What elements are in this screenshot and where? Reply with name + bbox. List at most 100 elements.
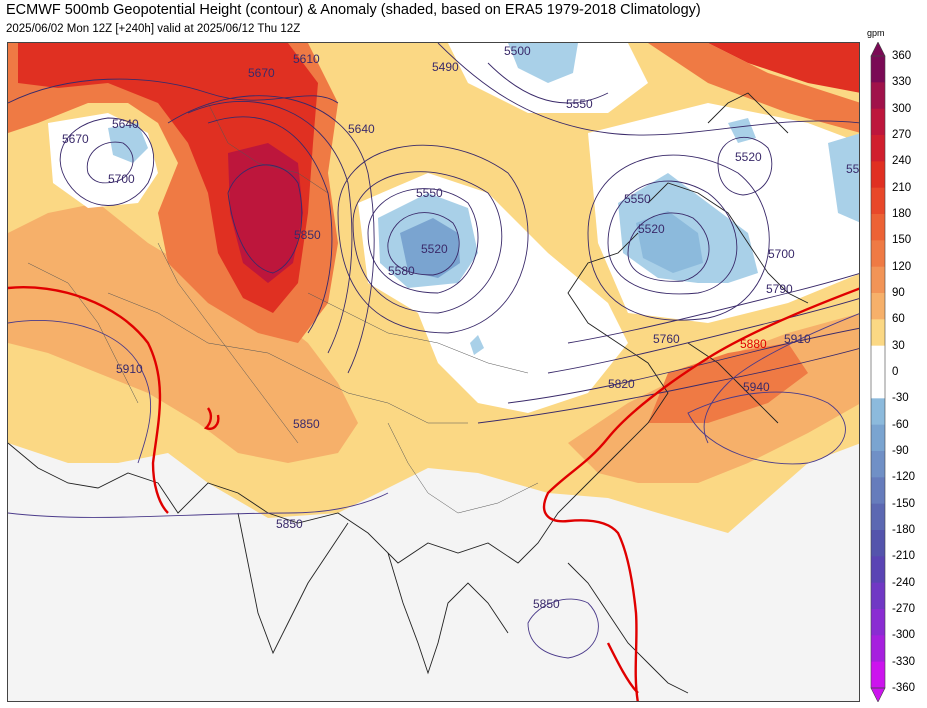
colorbar-segment bbox=[871, 108, 885, 136]
colorbar-segment bbox=[871, 372, 885, 399]
contour-label: 5580 bbox=[388, 264, 415, 278]
colorbar-segment bbox=[871, 530, 885, 557]
anomaly-region-negative-small bbox=[470, 335, 484, 355]
anomaly-region-negative-center-core bbox=[400, 218, 460, 278]
colorbar-segment bbox=[871, 582, 885, 610]
contour-label: 5550 bbox=[566, 97, 593, 111]
colorbar-tick-label: 0 bbox=[892, 366, 899, 378]
colorbar-segment bbox=[871, 635, 885, 663]
contour-label: 5520 bbox=[421, 242, 448, 256]
contour-label: 5910 bbox=[784, 332, 811, 346]
anomaly-region-negative-east-core bbox=[636, 211, 703, 273]
colorbar-tick-label: -210 bbox=[892, 550, 916, 563]
colorbar-tick-label: 180 bbox=[892, 208, 912, 220]
colorbar-tick-label: 60 bbox=[892, 313, 905, 326]
contour-label-5880: 5880 bbox=[740, 337, 767, 351]
contour-label: 5700 bbox=[768, 247, 795, 261]
colorbar-tick-label: -90 bbox=[892, 445, 909, 457]
colorbar bbox=[870, 42, 886, 702]
colorbar-tick-label: -120 bbox=[892, 471, 916, 484]
colorbar-segment bbox=[871, 503, 885, 531]
height-contours bbox=[8, 43, 859, 424]
contour-label: 5520 bbox=[735, 150, 762, 164]
colorbar-tick-label: -360 bbox=[892, 682, 916, 694]
colorbar-tick-label: 30 bbox=[892, 339, 905, 352]
contour-label: 5850 bbox=[293, 417, 320, 431]
anomaly-region-negative-nw bbox=[108, 123, 148, 163]
contour-label: 5700 bbox=[108, 172, 135, 186]
colorbar-tick-label: -330 bbox=[892, 655, 916, 668]
contour-label: 5850 bbox=[533, 597, 560, 611]
colorbar-segment bbox=[871, 135, 885, 162]
colorbar-extend-min bbox=[870, 687, 886, 702]
colorbar-segment bbox=[871, 214, 885, 241]
colorbar-tick-label: -270 bbox=[892, 603, 916, 615]
chart-title: ECMWF 500mb Geopotential Height (contour… bbox=[6, 2, 701, 18]
contour-label: 5820 bbox=[608, 377, 635, 391]
colorbar-segment bbox=[871, 477, 885, 505]
chart-subtitle: 2025/06/02 Mon 12Z [+240h] valid at 2025… bbox=[6, 23, 301, 35]
contour-label: 5580 bbox=[846, 162, 860, 176]
anomaly-region-ne-light bbox=[648, 43, 859, 133]
contour-labels: 5670 5610 5640 5670 5640 5700 5850 5550 … bbox=[62, 44, 860, 611]
colorbar-tick-label: -30 bbox=[892, 392, 909, 405]
contour-label: 5670 bbox=[248, 66, 275, 80]
contour-label: 5550 bbox=[416, 186, 443, 200]
colorbar-extend-max bbox=[870, 42, 886, 57]
contour-label: 5610 bbox=[293, 52, 320, 66]
colorbar-tick-label: 210 bbox=[892, 181, 912, 194]
anomaly-region-negative-island bbox=[728, 118, 756, 143]
contour-label: 5850 bbox=[276, 517, 303, 531]
contour-label: 5850 bbox=[294, 228, 321, 242]
contour-label: 5790 bbox=[766, 282, 793, 296]
contour-label: 5550 bbox=[624, 192, 651, 206]
colorbar-tick-label: -180 bbox=[892, 524, 916, 536]
colorbar-segment bbox=[871, 345, 885, 373]
colorbar-tick-label: -60 bbox=[892, 418, 909, 431]
contour-label: 5500 bbox=[504, 44, 531, 58]
country-borders bbox=[27, 102, 539, 514]
colorbar-tick-label: -240 bbox=[892, 576, 916, 589]
colorbar-segment bbox=[871, 661, 885, 689]
colorbar-segment bbox=[871, 609, 885, 636]
colorbar-segment bbox=[871, 319, 885, 347]
colorbar-tick-label: 90 bbox=[892, 287, 905, 299]
map-svg: 5670 5610 5640 5670 5640 5700 5850 5550 … bbox=[8, 43, 860, 701]
colorbar-tick-label: 360 bbox=[892, 50, 912, 62]
anomaly-region-300 bbox=[228, 143, 303, 283]
contour-label: 5520 bbox=[638, 222, 665, 236]
contour-label: 5760 bbox=[653, 332, 680, 346]
anomaly-region-negative-far-east bbox=[828, 133, 859, 223]
colorbar-segment bbox=[871, 451, 885, 478]
colorbar-segment bbox=[871, 56, 885, 83]
contour-label: 5640 bbox=[348, 122, 375, 136]
colorbar-tick-label: 120 bbox=[892, 260, 912, 273]
anomaly-region-90 bbox=[8, 203, 859, 483]
colorbar-segment bbox=[871, 556, 885, 584]
colorbar-segment bbox=[871, 424, 885, 452]
contour-label: 5940 bbox=[743, 380, 770, 394]
contour-5880 bbox=[8, 286, 859, 701]
contour-label: 5640 bbox=[112, 117, 139, 131]
colorbar-frame bbox=[870, 55, 886, 689]
map-panel[interactable]: 5670 5610 5640 5670 5640 5700 5850 5550 … bbox=[7, 42, 860, 702]
colorbar-segment bbox=[871, 240, 885, 268]
anomaly-region-ne bbox=[708, 43, 859, 93]
contour-label: 5670 bbox=[62, 132, 89, 146]
colorbar-tick-label: 270 bbox=[892, 129, 912, 141]
anomaly-region-negative-north bbox=[508, 43, 578, 83]
contour-label: 5910 bbox=[116, 362, 143, 376]
contour-5850 bbox=[8, 391, 846, 659]
contour-label: 5490 bbox=[432, 60, 459, 74]
colorbar-tick-label: 300 bbox=[892, 102, 912, 115]
colorbar-segment bbox=[871, 187, 885, 215]
colorbar-segment bbox=[871, 266, 885, 294]
colorbar-segment bbox=[871, 161, 885, 189]
colorbar-tick-label: -150 bbox=[892, 497, 916, 510]
colorbar-tick-label: 330 bbox=[892, 76, 912, 89]
colorbar-segment bbox=[871, 398, 885, 426]
colorbar-tick-label: 240 bbox=[892, 155, 912, 168]
colorbar-segment bbox=[871, 293, 885, 320]
colorbar-segment bbox=[871, 82, 885, 110]
contour-5910 bbox=[8, 313, 859, 464]
